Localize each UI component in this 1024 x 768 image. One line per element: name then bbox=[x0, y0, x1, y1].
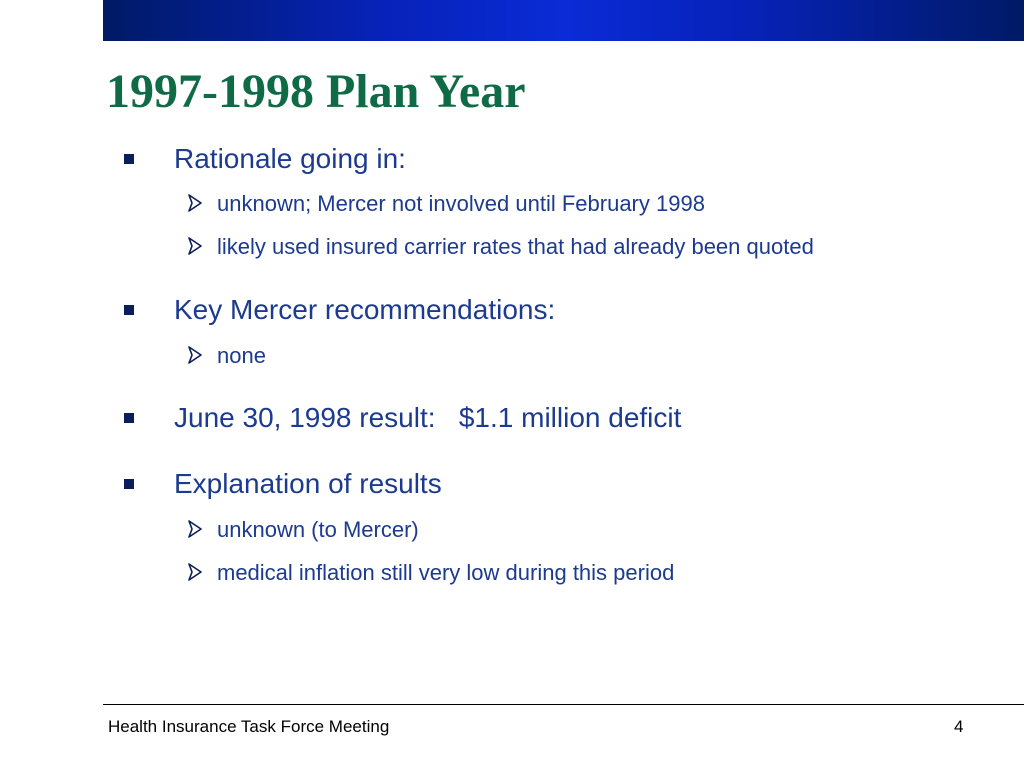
arrow-bullet-icon bbox=[188, 237, 202, 255]
bullet-text: June 30, 1998 result: $1.1 million defic… bbox=[174, 402, 682, 433]
slide-title: 1997-1998 Plan Year bbox=[106, 65, 526, 118]
bullet-text: Explanation of results bbox=[174, 468, 442, 499]
bullet-text: Key Mercer recommendations: bbox=[174, 294, 556, 325]
header-bar bbox=[103, 0, 1024, 41]
square-bullet-icon bbox=[124, 479, 134, 489]
footer-divider bbox=[103, 704, 1024, 705]
square-bullet-icon bbox=[124, 413, 134, 423]
footer-title: Health Insurance Task Force Meeting bbox=[108, 717, 390, 736]
square-bullet-icon bbox=[124, 305, 134, 315]
sub-bullet-text: none bbox=[217, 343, 266, 368]
sub-bullet-text: likely used insured carrier rates that h… bbox=[217, 234, 814, 259]
arrow-bullet-icon bbox=[188, 563, 202, 581]
arrow-bullet-icon bbox=[188, 520, 202, 538]
sub-bullet-text: medical inflation still very low during … bbox=[217, 560, 675, 585]
page-number: 4 bbox=[954, 717, 964, 736]
arrow-bullet-icon bbox=[188, 194, 202, 212]
sub-bullet-text: unknown (to Mercer) bbox=[217, 517, 419, 542]
square-bullet-icon bbox=[124, 154, 134, 164]
sub-bullet-text: unknown; Mercer not involved until Febru… bbox=[217, 191, 705, 216]
arrow-bullet-icon bbox=[188, 346, 202, 364]
bullet-text: Rationale going in: bbox=[174, 143, 406, 174]
